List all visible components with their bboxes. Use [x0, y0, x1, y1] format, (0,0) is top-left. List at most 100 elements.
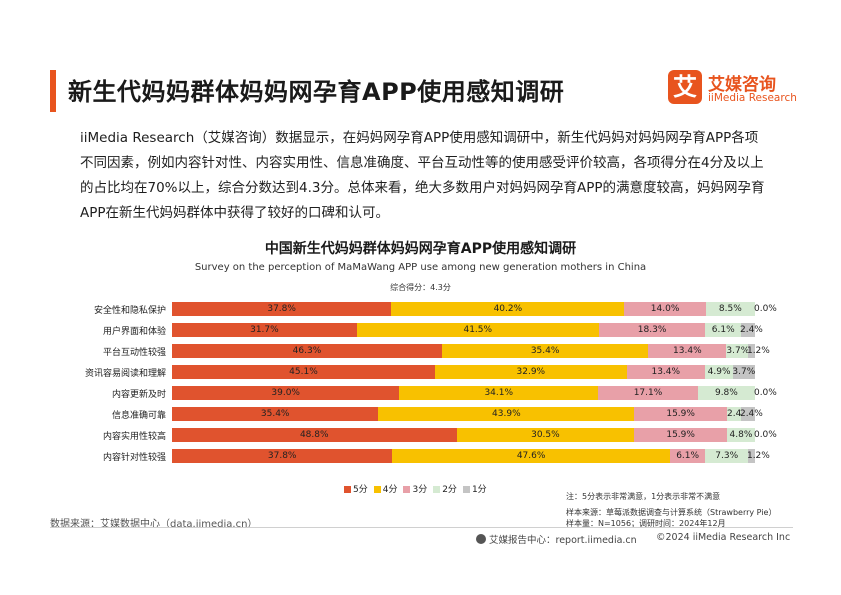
bar-segment-5分[interactable]: 37.8% — [172, 302, 392, 316]
data-label: 30.5% — [531, 430, 560, 440]
logo-name-en: iiMedia Research — [708, 92, 797, 104]
bar-row: 48.8% 30.5% 15.9% 4.8% 0.0% — [172, 428, 777, 442]
bar-segment-3分[interactable]: 17.1% — [598, 386, 698, 400]
data-label: 4.8% — [729, 430, 753, 440]
bar-row: 37.8% 40.2% 14.0% 8.5% 0.0% — [172, 302, 777, 316]
data-label: 13.4% — [673, 346, 702, 356]
data-label: 35.4% — [530, 346, 560, 356]
bar-segment-5分[interactable]: 45.1% — [172, 365, 435, 379]
data-label: 41.5% — [463, 325, 493, 335]
legend-item[interactable]: 2分 — [433, 482, 457, 495]
legend-label: 2分 — [442, 485, 457, 495]
bar-segment-1分[interactable]: 1.2% — [747, 449, 770, 463]
legend-item[interactable]: 4分 — [373, 482, 397, 495]
iimedia-logo[interactable]: 艾 艾媒咨询 iiMedia Research — [668, 70, 798, 110]
data-label: 35.4% — [260, 409, 290, 419]
data-label: 47.6% — [516, 451, 546, 461]
bar-segment-1分[interactable]: 2.4% — [740, 407, 763, 421]
category-label: 安全性和隐私保护 — [93, 306, 166, 316]
legend-label: 3分 — [412, 485, 428, 495]
sample-source: 样本来源：草莓派数据调查与计算系统（Strawberry Pie） — [566, 508, 777, 517]
category-label: 资讯容易阅读和理解 — [84, 369, 166, 379]
bar-segment-4分[interactable]: 34.1% — [399, 386, 599, 400]
bar-segment-2分[interactable]: 6.1% — [705, 323, 741, 337]
sample-size: 样本量：N=1056；调研时间：2024年12月 — [566, 519, 726, 528]
category-label: 内容实用性较高 — [102, 432, 166, 442]
data-label: 17.1% — [633, 388, 663, 398]
bar-segment-4分[interactable]: 47.6% — [392, 449, 670, 463]
bar-segment-5分[interactable]: 31.7% — [172, 323, 357, 337]
bar-segment-2分[interactable]: 8.5% — [705, 302, 755, 316]
category-label: 信息准确可靠 — [111, 411, 166, 421]
bar-segment-4分[interactable]: 35.4% — [441, 344, 649, 358]
report-center-icon — [476, 534, 486, 544]
legend-item[interactable]: 1分 — [462, 482, 487, 495]
data-label: 14.0% — [650, 304, 680, 314]
scale-note: 注：5分表示非常满意，1分表示非常不满意 — [566, 492, 721, 501]
bar-segment-3分[interactable]: 13.4% — [626, 365, 705, 379]
bar-segment-5分[interactable]: 39.0% — [172, 386, 400, 400]
bar-segment-3分[interactable]: 13.4% — [648, 344, 727, 358]
logo-icon: 艾 — [668, 70, 702, 104]
footer-copyright: ©2024 iiMedia Research Inc — [656, 532, 791, 543]
data-label: 8.5% — [718, 304, 742, 314]
data-label: 43.9% — [492, 409, 521, 419]
bar-row: 35.4% 43.9% 15.9% 2.4% 2.4% — [172, 407, 763, 421]
bar-segment-5分[interactable]: 46.3% — [172, 344, 442, 358]
bar-row: 45.1% 32.9% 13.4% 4.9% 3.7% — [172, 365, 755, 379]
data-label: 2.4% — [739, 325, 763, 335]
bar-segment-4分[interactable]: 43.9% — [378, 407, 635, 421]
title-accent-bar — [50, 70, 56, 112]
legend-label: 5分 — [353, 485, 368, 495]
category-label: 平台互动性较强 — [102, 348, 166, 358]
bar-segment-3分[interactable]: 18.3% — [598, 323, 706, 337]
bar-segment-5分[interactable]: 48.8% — [172, 428, 457, 442]
bar-segment-4分[interactable]: 32.9% — [434, 365, 627, 379]
chart-legend: 5分 4分 3分 2分 1分 — [344, 482, 493, 495]
bar-segment-4分[interactable]: 30.5% — [456, 428, 635, 442]
bar-segment-2分[interactable]: 2.4% — [726, 407, 750, 421]
legend-swatch — [344, 486, 351, 493]
bar-row: 37.8% 47.6% 6.1% 7.3% 1.2% — [172, 449, 770, 463]
data-label: 9.8% — [714, 388, 738, 398]
data-label: 3.7% — [726, 346, 750, 356]
data-label: 4.9% — [707, 367, 731, 377]
bar-segment-3分[interactable]: 15.9% — [634, 407, 727, 421]
page-title: 新生代妈妈群体妈妈网孕育APP使用感知调研 — [68, 78, 565, 106]
bar-segment-2分[interactable]: 4.8% — [727, 428, 755, 442]
data-label: 7.3% — [715, 451, 739, 461]
bar-segment-3分[interactable]: 6.1% — [669, 449, 706, 463]
bar-segment-2分[interactable]: 7.3% — [705, 449, 748, 463]
data-label: 45.1% — [289, 367, 318, 377]
bar-segment-1分[interactable]: 1.2% — [747, 344, 770, 358]
bar-segment-1分[interactable]: 2.4% — [740, 323, 763, 337]
bar-segment-4分[interactable]: 40.2% — [391, 302, 625, 316]
bar-segment-4分[interactable]: 41.5% — [356, 323, 599, 337]
logo-name-cn: 艾媒咨询 — [708, 75, 776, 95]
bar-segment-2分[interactable]: 3.7% — [726, 344, 750, 358]
data-label: 34.1% — [484, 388, 514, 398]
legend-item[interactable]: 5分 — [344, 482, 368, 495]
bar-segment-1分[interactable]: 3.7% — [732, 365, 755, 379]
bar-segment-2分[interactable]: 9.8% — [697, 386, 755, 400]
legend-swatch — [373, 486, 381, 493]
chart-overall-score: 综合得分：4.3分 — [390, 283, 451, 292]
bar-segment-5分[interactable]: 37.8% — [172, 449, 393, 463]
bar-segment-3分[interactable]: 14.0% — [624, 302, 706, 316]
data-label: 13.4% — [651, 367, 681, 377]
chart-title: 中国新生代妈妈群体妈妈网孕育APP使用感知调研 — [264, 241, 577, 257]
bar-segment-5分[interactable]: 35.4% — [172, 407, 379, 421]
legend-swatch — [462, 486, 470, 493]
bar-segment-2分[interactable]: 4.9% — [704, 365, 734, 379]
data-label: 15.9% — [666, 409, 695, 419]
data-label: 1.2% — [746, 451, 770, 461]
legend-item[interactable]: 3分 — [403, 482, 427, 495]
data-label: 0.0% — [753, 304, 777, 314]
bar-segment-3分[interactable]: 15.9% — [634, 428, 727, 442]
data-label: 6.1% — [711, 325, 735, 335]
footer-report-center[interactable]: 艾媒报告中心：report.iimedia.cn — [476, 532, 637, 546]
category-label: 内容更新及时 — [111, 390, 166, 400]
data-label: 2.4% — [726, 409, 750, 419]
data-label: 46.3% — [292, 346, 322, 356]
data-source: 数据来源：艾媒数据中心（data.iimedia.cn） — [50, 519, 258, 530]
